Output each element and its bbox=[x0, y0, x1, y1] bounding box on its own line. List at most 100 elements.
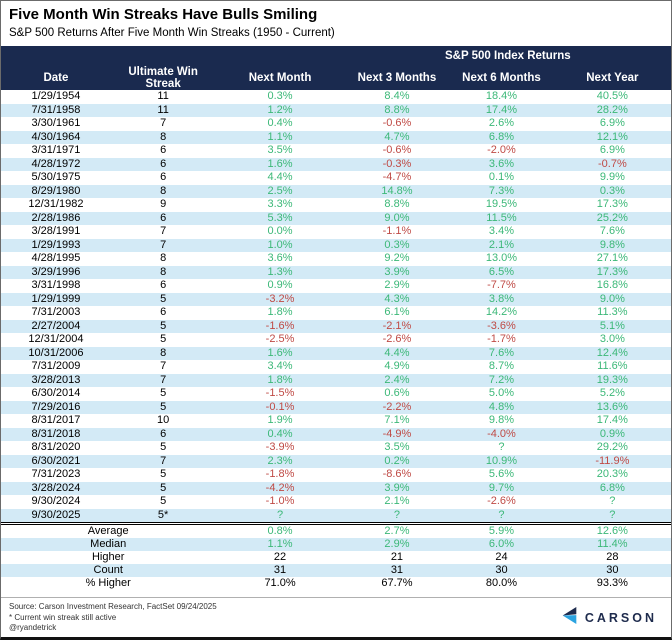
next-6-months-cell: 4.8% bbox=[488, 400, 514, 413]
carson-logo-icon bbox=[561, 606, 578, 630]
summary-body: Average 0.8% 2.7% 5.9% 12.6% Median 1.1% 2.9% 6.… bbox=[1, 522, 671, 591]
summary-value-cell: 31 bbox=[390, 564, 404, 576]
next-month-cell: -1.5% bbox=[265, 387, 295, 399]
next-month-cell: 3.3% bbox=[267, 198, 293, 210]
next-year-cell: 0.3% bbox=[599, 184, 625, 197]
streak-cell: 10 bbox=[157, 414, 170, 426]
summary-value-cell: 11.4% bbox=[597, 538, 628, 550]
summary-value-cell: 6.0% bbox=[488, 538, 514, 550]
next-6-months-cell: ? bbox=[498, 508, 505, 521]
date-cell: 7/31/1958 bbox=[31, 103, 81, 116]
next-month-cell: -3.9% bbox=[265, 441, 295, 453]
next-6-months-cell: 9.8% bbox=[488, 414, 514, 426]
streak-cell: 7 bbox=[160, 238, 167, 251]
next-month-cell: -4.2% bbox=[265, 481, 295, 494]
group-header-label: S&P 500 Index Returns bbox=[344, 46, 671, 66]
date-cell: 3/30/1961 bbox=[31, 117, 81, 129]
next-year-cell: 12.4% bbox=[596, 346, 628, 359]
summary-row: Average 0.8% 2.7% 5.9% 12.6% bbox=[1, 522, 671, 538]
summary-value-cell: 1.1% bbox=[267, 538, 293, 550]
next-3-months-cell: -0.6% bbox=[382, 144, 412, 156]
chart-title: Five Month Win Streaks Have Bulls Smilin… bbox=[9, 6, 318, 23]
streak-cell: 5 bbox=[160, 333, 167, 345]
streak-cell: 6 bbox=[160, 306, 167, 318]
returns-table: S&P 500 Index Returns Date Ultimate Win … bbox=[1, 46, 671, 590]
next-3-months-cell: 4.9% bbox=[384, 360, 410, 372]
streak-cell: 7 bbox=[160, 117, 167, 129]
date-cell: 3/28/2013 bbox=[31, 373, 81, 386]
next-6-months-cell: 7.6% bbox=[488, 346, 514, 359]
table-row: 4/30/1964 8 1.1% 4.7% 6.8% 12.1% bbox=[1, 130, 671, 144]
summary-value-cell: 31 bbox=[273, 564, 287, 576]
next-3-months-cell: 4.3% bbox=[384, 292, 410, 305]
date-cell: 3/28/1991 bbox=[31, 225, 81, 237]
streak-cell: 7 bbox=[160, 454, 167, 467]
summary-value-cell: 93.3% bbox=[596, 577, 628, 589]
summary-value-cell: 67.7% bbox=[381, 577, 413, 589]
twitter-handle: @ryandetrick bbox=[9, 623, 57, 632]
summary-value-cell: 21 bbox=[390, 551, 404, 563]
date-cell: 2/28/1986 bbox=[31, 211, 81, 224]
next-month-cell: -1.8% bbox=[265, 468, 295, 480]
table-header: S&P 500 Index Returns Date Ultimate Win … bbox=[1, 46, 671, 90]
summary-label: % Higher bbox=[85, 577, 131, 589]
next-6-months-cell: 2.6% bbox=[488, 117, 514, 129]
next-month-cell: 1.9% bbox=[267, 414, 293, 426]
title-block: Five Month Win Streaks Have Bulls Smilin… bbox=[1, 1, 671, 43]
summary-row: Count 31 31 30 30 bbox=[1, 564, 671, 577]
table-row: 3/28/2013 7 1.8% 2.4% 7.2% 19.3% bbox=[1, 373, 671, 387]
next-year-cell: 19.3% bbox=[596, 373, 628, 386]
next-6-months-cell: 9.7% bbox=[488, 481, 514, 494]
summary-label: Count bbox=[93, 564, 123, 576]
next-3-months-cell: 0.3% bbox=[384, 238, 410, 251]
summary-label: Higher bbox=[91, 551, 125, 563]
date-cell: 4/28/1972 bbox=[31, 157, 81, 170]
next-month-cell: -3.2% bbox=[265, 292, 295, 305]
table-row: 9/30/2024 5 -1.0% 2.1% -2.6%? bbox=[1, 495, 671, 509]
next-3-months-cell: 2.1% bbox=[384, 495, 410, 507]
streak-cell: 5 bbox=[160, 387, 167, 399]
col-header-streak: Ultimate Win Streak bbox=[110, 66, 216, 90]
date-cell: 4/28/1995 bbox=[31, 252, 81, 264]
next-year-cell: ? bbox=[609, 495, 616, 507]
date-cell: 6/30/2014 bbox=[31, 387, 81, 399]
next-3-months-cell: 9.2% bbox=[384, 252, 410, 264]
group-header-spacer bbox=[1, 46, 345, 66]
next-year-cell: 29.2% bbox=[596, 441, 628, 453]
col-header-date: Date bbox=[1, 66, 111, 90]
next-year-cell: 27.1% bbox=[596, 252, 628, 264]
next-6-months-cell: 5.6% bbox=[488, 468, 514, 480]
next-year-cell: 25.2% bbox=[596, 211, 628, 224]
table-row: 6/30/2021 7 2.3% 0.2% 10.9% -11.9% bbox=[1, 454, 671, 468]
next-6-months-cell: 18.4% bbox=[485, 90, 518, 102]
next-month-cell: 0.0% bbox=[267, 225, 293, 237]
next-3-months-cell: 4.7% bbox=[384, 130, 410, 143]
table-row: 8/29/1980 8 2.5% 14.8% 7.3% 0.3% bbox=[1, 184, 671, 198]
next-3-months-cell: -4.7% bbox=[382, 171, 412, 183]
next-month-cell: -1.0% bbox=[265, 495, 295, 507]
next-month-cell: 1.8% bbox=[267, 306, 293, 318]
streak-cell: 7 bbox=[160, 225, 167, 237]
next-3-months-cell: 6.1% bbox=[384, 306, 410, 318]
footnotes: Source: Carson Investment Research, Fact… bbox=[9, 602, 217, 634]
next-3-months-cell: 2.9% bbox=[384, 279, 410, 291]
next-month-cell: 1.0% bbox=[267, 238, 293, 251]
source-text: Source: Carson Investment Research, Fact… bbox=[9, 602, 217, 611]
next-year-cell: 11.6% bbox=[597, 360, 628, 372]
streak-cell: 7 bbox=[160, 360, 167, 372]
next-year-cell: 6.9% bbox=[599, 117, 625, 129]
table-row: 3/31/1971 6 3.5% -0.6% -2.0% 6.9% bbox=[1, 144, 671, 158]
col-header-next-3-months: Next 3 Months bbox=[344, 66, 450, 90]
carson-logo: CARSON bbox=[561, 606, 657, 630]
streak-cell: 5 bbox=[160, 292, 167, 305]
next-3-months-cell: -8.6% bbox=[382, 468, 412, 480]
next-6-months-cell: ? bbox=[498, 441, 505, 453]
streak-cell: 6 bbox=[160, 427, 167, 440]
next-6-months-cell: 3.8% bbox=[488, 292, 514, 305]
next-3-months-cell: -1.1% bbox=[382, 225, 412, 237]
summary-row: Higher 22 21 24 28 bbox=[1, 551, 671, 564]
next-month-cell: 1.1% bbox=[267, 130, 293, 143]
streak-cell: 8 bbox=[160, 265, 167, 278]
streak-cell: 8 bbox=[160, 130, 167, 143]
streak-cell: 5 bbox=[160, 319, 167, 332]
